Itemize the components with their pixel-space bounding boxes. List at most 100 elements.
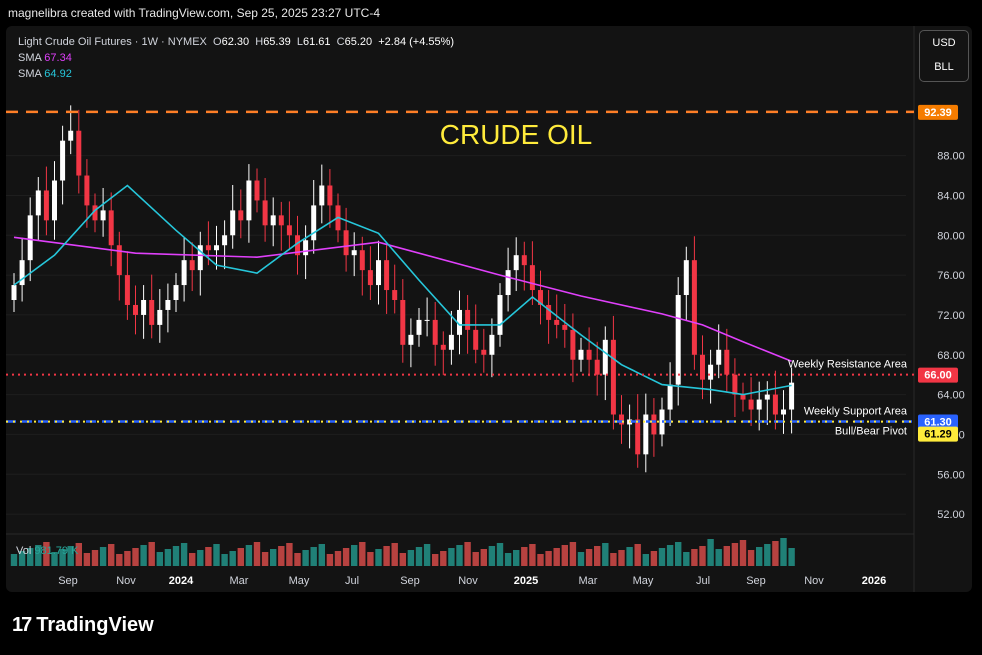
volume-bar bbox=[318, 544, 325, 566]
x-tick-label: May bbox=[289, 575, 310, 587]
volume-bar bbox=[399, 553, 406, 566]
volume-label: Vol 981.79 K bbox=[16, 545, 79, 557]
candle-body bbox=[278, 215, 284, 226]
currency-label[interactable]: USD bbox=[932, 37, 956, 49]
volume-bar bbox=[675, 542, 682, 566]
candle-body bbox=[214, 245, 219, 251]
candle-body bbox=[610, 339, 616, 415]
candle-body bbox=[68, 130, 74, 141]
volume-bar bbox=[666, 545, 674, 566]
volume-bar bbox=[415, 547, 423, 566]
volume-bar bbox=[91, 550, 99, 566]
volume-bar bbox=[464, 542, 471, 566]
candle-body bbox=[505, 270, 511, 296]
volume-bar bbox=[634, 544, 641, 566]
legend-symbol[interactable]: Light Crude Oil Futures · 1W · NYMEX bbox=[18, 36, 207, 48]
volume-bar bbox=[124, 551, 131, 566]
x-tick-label: 2024 bbox=[169, 575, 194, 587]
legend-low: 61.61 bbox=[302, 36, 331, 48]
candle-body bbox=[254, 180, 260, 201]
candle-body bbox=[205, 245, 211, 251]
sma-short-label: SMA bbox=[18, 68, 42, 80]
volume-bar bbox=[480, 549, 487, 566]
candle-body bbox=[570, 329, 576, 360]
volume-bar bbox=[245, 545, 253, 566]
volume-bar bbox=[731, 543, 739, 566]
price-chart[interactable]: 52.0056.0060.0064.0068.0072.0076.0080.00… bbox=[6, 26, 972, 592]
level-price-label: 61.29 bbox=[924, 429, 952, 441]
candle-body bbox=[52, 180, 57, 221]
candle-body bbox=[473, 329, 479, 350]
volume-bar bbox=[116, 554, 123, 566]
candle-body bbox=[489, 334, 495, 355]
volume-bar bbox=[229, 551, 236, 566]
volume-value: 981.79 K bbox=[34, 545, 79, 557]
candle-body bbox=[781, 409, 786, 415]
candle-body bbox=[60, 140, 66, 181]
x-tick-label: Sep bbox=[400, 575, 420, 587]
volume-bar bbox=[715, 549, 722, 566]
tradingview-logo[interactable]: 17 TradingView bbox=[12, 614, 154, 637]
legend-sma-long[interactable]: SMA 67.34 bbox=[18, 50, 454, 66]
candle-body bbox=[764, 394, 770, 400]
candle-body bbox=[708, 364, 714, 380]
candle-body bbox=[92, 205, 98, 221]
volume-bar bbox=[448, 548, 455, 566]
x-tick-label: Nov bbox=[116, 575, 136, 587]
candle-body bbox=[651, 414, 657, 435]
candle-body bbox=[238, 210, 244, 221]
candle-body bbox=[619, 414, 624, 425]
volume-bar bbox=[189, 553, 196, 566]
legend-high: 65.39 bbox=[263, 36, 291, 48]
candle-body bbox=[43, 190, 49, 221]
candle-body bbox=[197, 245, 203, 271]
candle-body bbox=[602, 339, 608, 375]
volume-bar bbox=[261, 552, 269, 566]
candle-body bbox=[740, 394, 746, 400]
candle-body bbox=[311, 205, 317, 241]
candle-body bbox=[594, 359, 600, 375]
candle-body bbox=[189, 260, 195, 271]
x-tick-label: Sep bbox=[746, 575, 766, 587]
volume-bar bbox=[683, 552, 690, 566]
volume-bar bbox=[294, 553, 301, 566]
candle-body bbox=[691, 260, 697, 355]
volume-bar bbox=[326, 554, 334, 566]
candle-body bbox=[108, 210, 114, 246]
volume-bar bbox=[205, 547, 212, 566]
volume-bar bbox=[472, 552, 479, 566]
level-price-box bbox=[918, 104, 958, 120]
x-tick-label: Mar bbox=[579, 575, 598, 587]
currency-unit-selector[interactable]: USD BLL bbox=[919, 30, 969, 82]
unit-label[interactable]: BLL bbox=[934, 61, 954, 73]
candle-body bbox=[465, 309, 471, 330]
candle-body bbox=[700, 354, 705, 380]
volume-bar bbox=[334, 551, 342, 566]
candle-body bbox=[546, 304, 552, 320]
candle-body bbox=[521, 255, 527, 266]
volume-bar bbox=[440, 551, 447, 566]
sma-long-value: 67.34 bbox=[44, 52, 72, 64]
volume-bar bbox=[764, 544, 771, 566]
x-tick-label: 2025 bbox=[514, 575, 538, 587]
volume-bar bbox=[140, 545, 147, 566]
chart-legend: Light Crude Oil Futures · 1W · NYMEX O62… bbox=[18, 34, 454, 82]
volume-bar bbox=[788, 548, 795, 566]
candle-body bbox=[222, 235, 228, 246]
candle-body bbox=[303, 240, 309, 256]
volume-bar bbox=[35, 545, 42, 566]
volume-bar bbox=[391, 543, 398, 566]
volume-bar bbox=[610, 553, 617, 566]
level-annotation: Weekly Support Area bbox=[804, 405, 908, 417]
candle-body bbox=[562, 324, 568, 330]
legend-sma-short[interactable]: SMA 64.92 bbox=[18, 66, 454, 82]
candle-body bbox=[384, 260, 390, 291]
y-tick-label: 80.00 bbox=[937, 230, 965, 242]
volume-bar bbox=[650, 551, 658, 566]
volume-bar bbox=[513, 550, 520, 566]
volume-bar bbox=[351, 545, 358, 566]
candle-body bbox=[343, 230, 349, 256]
sma-long-label: SMA bbox=[18, 52, 42, 64]
sma-short-line bbox=[13, 184, 792, 396]
volume-bar bbox=[213, 544, 220, 566]
